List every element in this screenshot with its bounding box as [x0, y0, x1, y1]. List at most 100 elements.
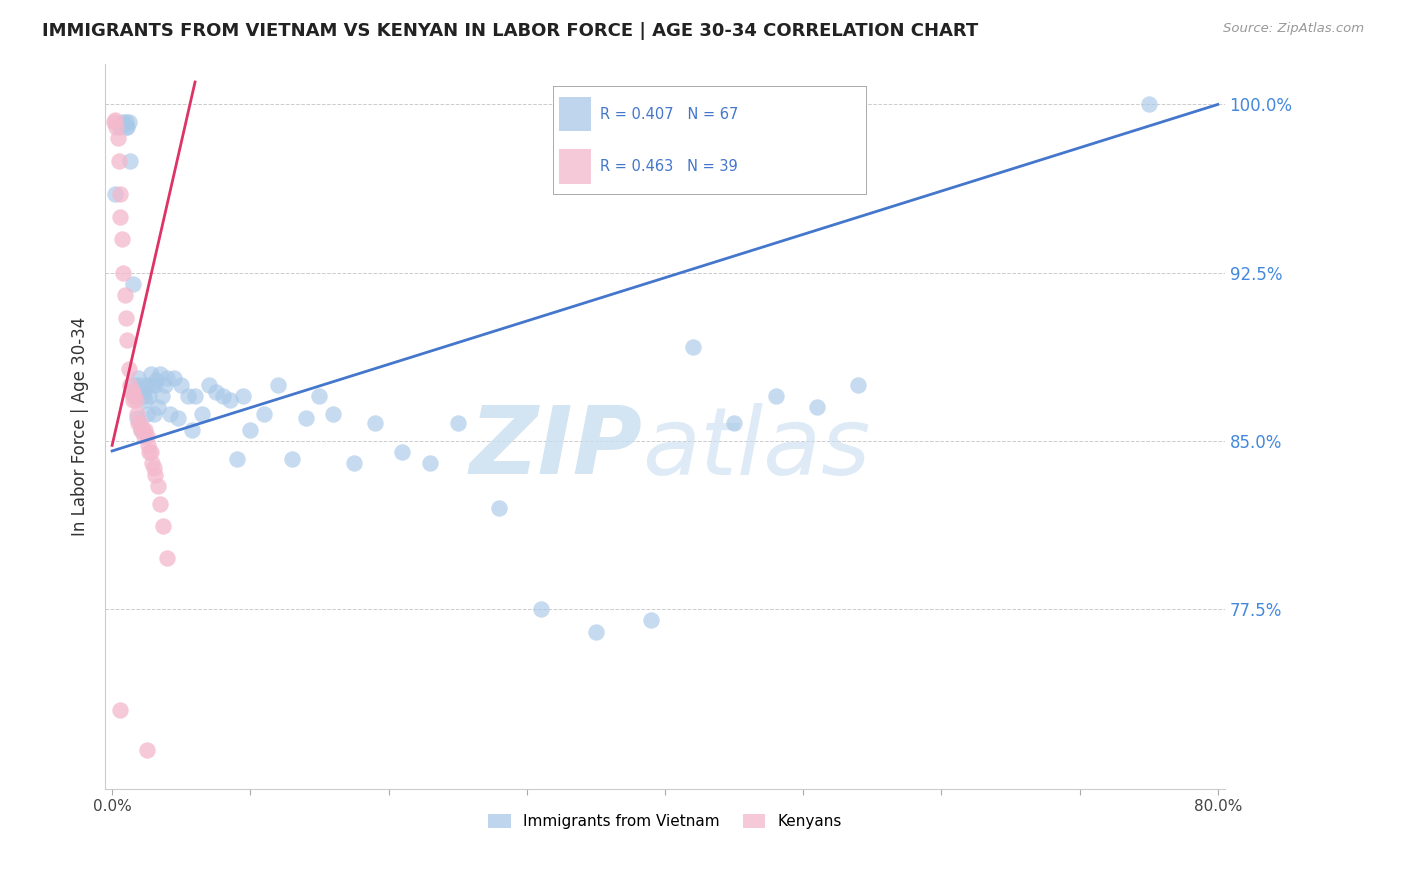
Point [146, 401, 169, 415]
Point [110, 210, 132, 224]
Point [127, 416, 149, 430]
Point [198, 377, 221, 392]
Point [104, 113, 127, 128]
Point [322, 407, 344, 421]
Point [112, 266, 135, 280]
Text: Source: ZipAtlas.com: Source: ZipAtlas.com [1223, 22, 1364, 36]
Point [132, 389, 155, 403]
Point [682, 340, 704, 354]
Point [132, 429, 155, 443]
Point [117, 333, 139, 347]
Point [218, 393, 240, 408]
Point [120, 377, 142, 392]
Point [138, 445, 160, 459]
Point [364, 416, 387, 430]
Point [143, 467, 166, 482]
Point [141, 377, 163, 392]
Point [141, 456, 163, 470]
Point [488, 501, 510, 516]
Point [125, 411, 148, 425]
Text: ZIP: ZIP [470, 402, 643, 494]
Point [110, 187, 132, 202]
Point [419, 456, 441, 470]
Point [129, 423, 152, 437]
Point [131, 423, 153, 437]
Point [129, 423, 152, 437]
Point [121, 277, 143, 291]
Point [211, 389, 233, 403]
Point [103, 115, 125, 129]
Point [117, 120, 139, 134]
Point [115, 115, 138, 129]
Point [122, 377, 145, 392]
Point [135, 429, 157, 443]
Point [159, 407, 181, 421]
Point [167, 411, 190, 425]
Point [529, 602, 551, 616]
Point [135, 743, 157, 757]
Point [225, 451, 247, 466]
Point [191, 407, 214, 421]
Point [765, 389, 787, 403]
Point [136, 377, 159, 392]
Point [120, 153, 142, 168]
Point [232, 389, 254, 403]
Point [143, 377, 166, 392]
Point [115, 310, 138, 325]
Point [142, 407, 165, 421]
Point [134, 393, 156, 408]
Point [110, 703, 132, 717]
Point [124, 393, 146, 408]
Text: IMMIGRANTS FROM VIETNAM VS KENYAN IN LABOR FORCE | AGE 30-34 CORRELATION CHART: IMMIGRANTS FROM VIETNAM VS KENYAN IN LAB… [42, 22, 979, 40]
Point [127, 371, 149, 385]
Point [281, 451, 304, 466]
Point [112, 115, 135, 129]
Point [135, 407, 157, 421]
Point [152, 519, 174, 533]
Point [184, 389, 207, 403]
Point [181, 423, 204, 437]
Point [139, 445, 162, 459]
Point [110, 120, 132, 134]
Point [640, 613, 662, 627]
Point [111, 232, 134, 246]
Point [138, 389, 160, 403]
Point [105, 120, 128, 134]
Text: atlas: atlas [643, 402, 870, 493]
Point [150, 389, 173, 403]
Point [114, 288, 136, 302]
Point [118, 362, 141, 376]
Point [118, 115, 141, 129]
Point [128, 377, 150, 392]
Point [131, 384, 153, 399]
Point [122, 389, 145, 403]
Point [124, 389, 146, 403]
Point [253, 407, 276, 421]
Point [149, 367, 172, 381]
Point [107, 131, 129, 145]
Point [104, 187, 127, 202]
Point [391, 445, 413, 459]
Point [156, 371, 179, 385]
Y-axis label: In Labor Force | Age 30-34: In Labor Force | Age 30-34 [72, 317, 89, 536]
Point [121, 384, 143, 399]
Point [139, 367, 162, 381]
Point [121, 384, 143, 399]
Point [308, 389, 330, 403]
Point [177, 389, 200, 403]
Point [294, 411, 316, 425]
Point [134, 423, 156, 437]
Point [153, 377, 176, 392]
Point [204, 384, 226, 399]
Point [146, 479, 169, 493]
Point [343, 456, 366, 470]
Point [156, 550, 179, 565]
Point [848, 377, 870, 392]
Point [108, 153, 131, 168]
Point [142, 460, 165, 475]
Legend: Immigrants from Vietnam, Kenyans: Immigrants from Vietnam, Kenyans [482, 808, 848, 835]
Point [128, 416, 150, 430]
Point [170, 377, 193, 392]
Point [585, 624, 607, 639]
Point [267, 377, 290, 392]
